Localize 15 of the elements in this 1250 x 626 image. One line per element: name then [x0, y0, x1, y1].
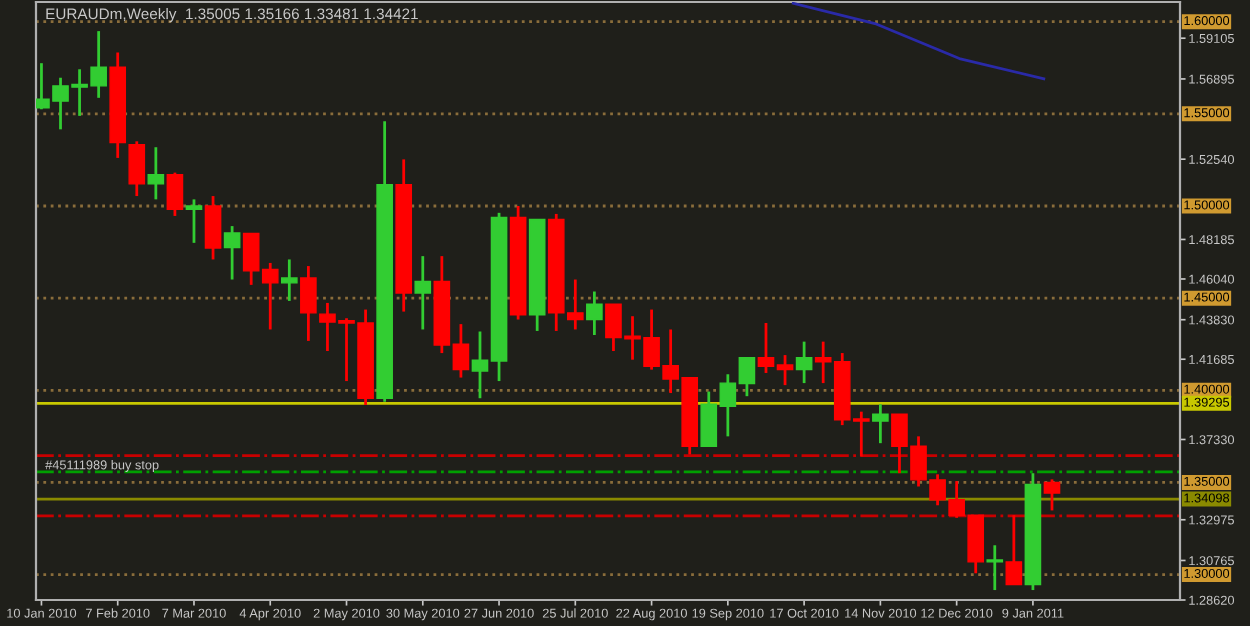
candlestick: [185, 197, 203, 245]
line-series: [791, 2, 1046, 81]
candlestick: [204, 194, 222, 261]
candlestick: [128, 139, 146, 198]
candlestick: [872, 402, 889, 445]
candlestick: [1005, 513, 1023, 586]
candlestick: [223, 224, 241, 281]
candlestick: [1043, 477, 1061, 512]
candlestick: [795, 340, 813, 385]
candlestick: [414, 254, 432, 331]
candlestick: [280, 258, 298, 303]
candlestick: [147, 145, 165, 201]
candlestick: [986, 543, 1004, 592]
candlestick: [586, 290, 603, 337]
candlestick: [166, 171, 184, 218]
